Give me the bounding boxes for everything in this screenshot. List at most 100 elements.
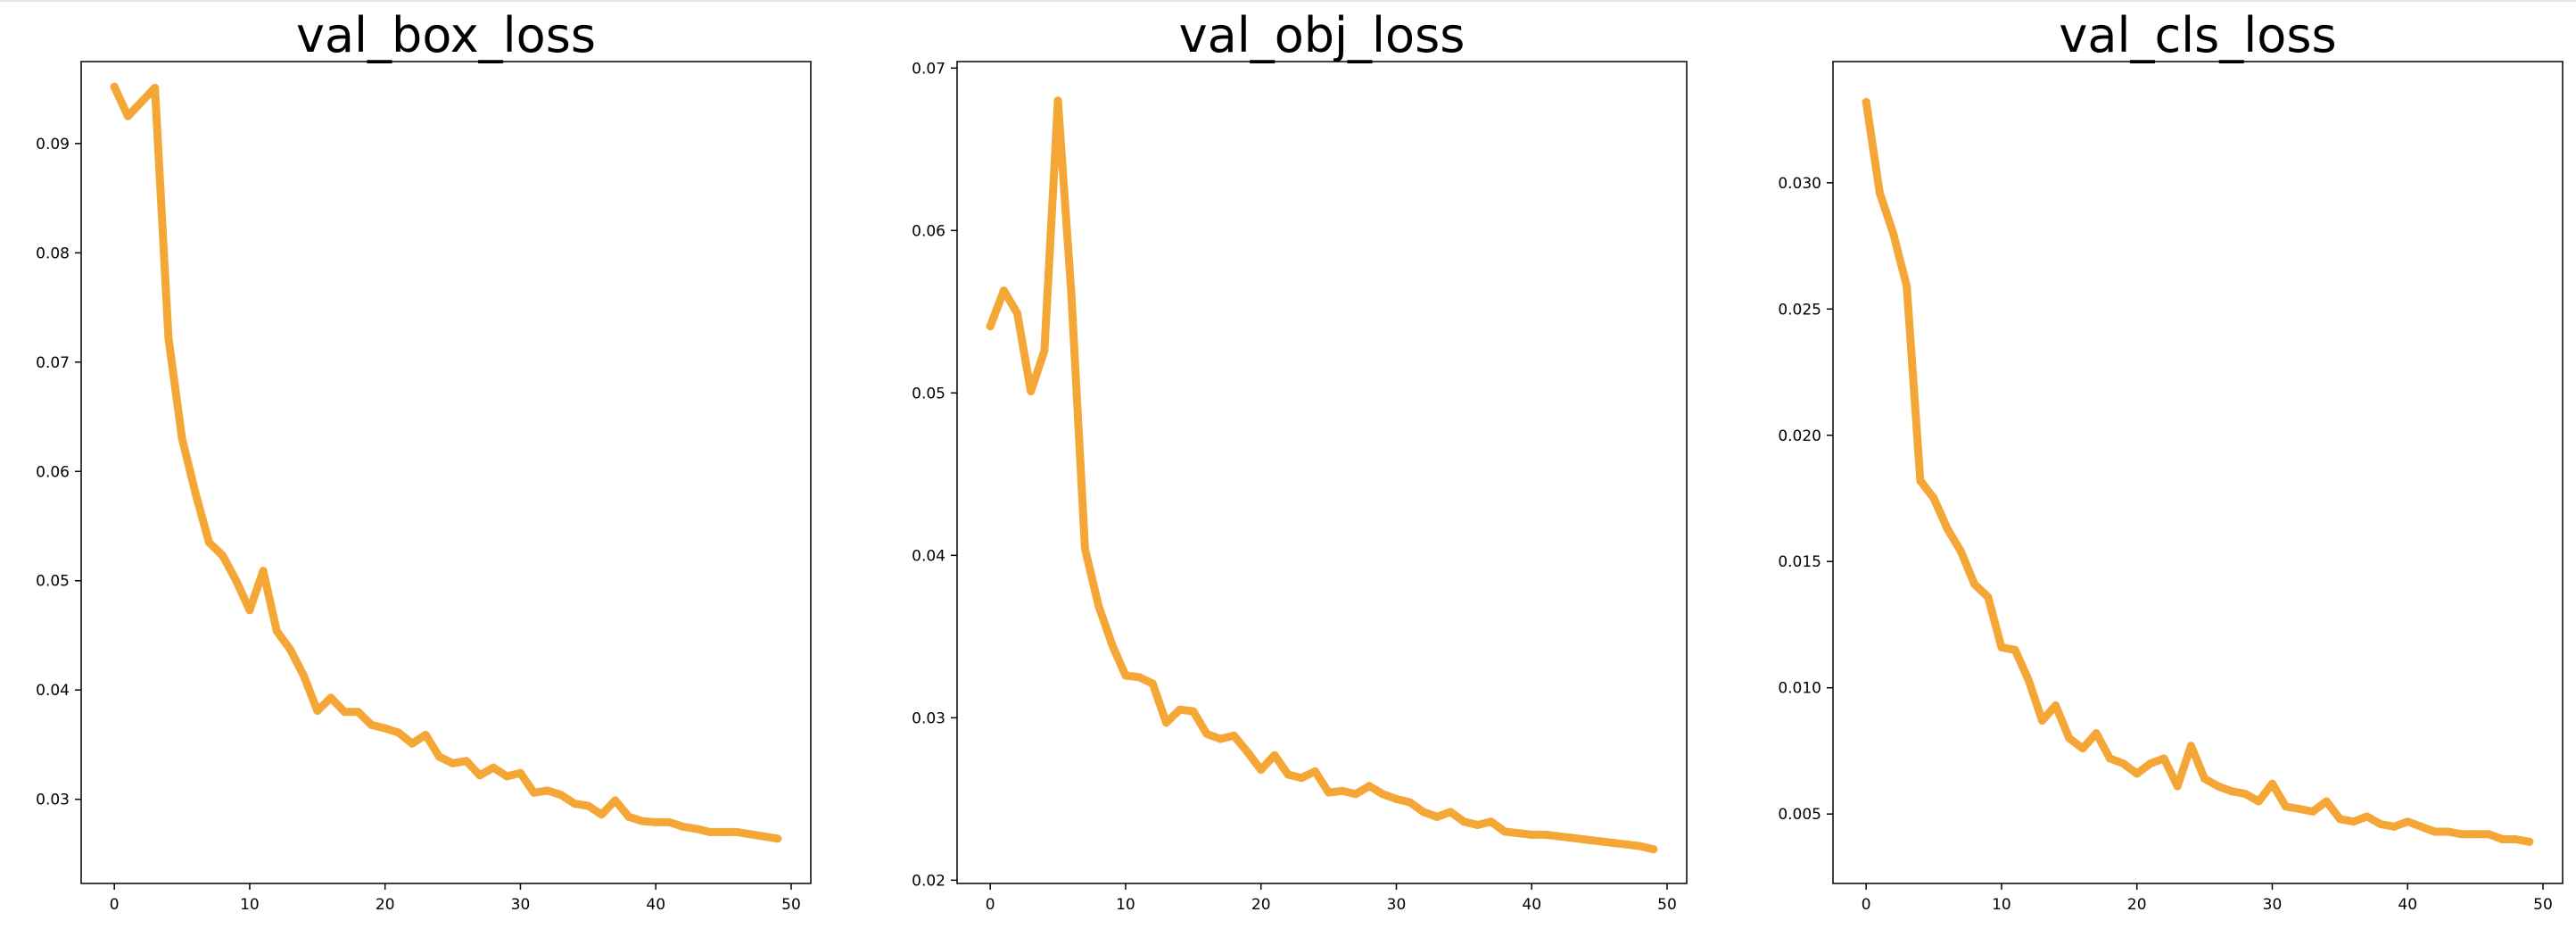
chart-panel-val-cls-loss: val_cls_loss 0 10 20 30 40 500.0050.0100.0150… [1778,7,2564,914]
data-points [1862,97,2534,846]
data-point [1121,671,1130,680]
data-point [679,822,688,831]
x-tick-label: 0 [110,896,120,914]
x-tick-label: 30 [2263,896,2283,914]
data-point [1608,839,1617,847]
x-tick-label: 0 [1862,896,1871,914]
data-point [326,693,335,702]
data-point [449,759,458,767]
data-point [2227,787,2236,796]
data-point [2512,835,2521,843]
data-point [1176,705,1185,714]
data-point [2133,769,2142,778]
data-point [1351,790,1360,799]
data-point [204,538,213,547]
data-point [1862,97,1870,106]
series-line [986,96,1658,854]
data-point [2416,822,2425,831]
data-point [2403,817,2412,826]
data-point [1595,837,1604,846]
data-point [543,786,552,795]
data-point [2444,827,2453,836]
data-point [1419,808,1428,817]
data-point [137,97,145,106]
x-tick-label: 10 [1992,896,2011,914]
data-point [2295,805,2304,813]
data-point [706,827,714,836]
chart-panel-val-obj-loss: val_obj_loss 0 10 20 30 40 50 0.02 0.03 0.04 0.05… [912,7,1688,914]
data-point [353,708,362,717]
data-point [2241,790,2250,799]
data-point [760,832,769,841]
data-point [1392,794,1400,803]
data-point [732,827,741,836]
chart-title: val_box_loss [296,7,596,63]
data-point [1406,798,1415,807]
y-tick-label: 0.05 [36,573,70,591]
data-point [394,728,403,737]
data-point [651,817,660,826]
data-point [570,800,579,808]
x-tick-label: 50 [781,896,801,914]
data-point [2363,812,2372,821]
data-point [692,825,701,833]
plot-frame [956,61,1688,884]
data-point [999,286,1008,295]
series-line [1862,97,2534,846]
y-tick-label: 0.010 [1778,680,1821,698]
y-tick-label: 0.020 [1778,427,1821,445]
y-tick-label: 0.07 [912,60,945,78]
data-point [1581,835,1590,844]
data-point [2092,729,2101,738]
data-point [2173,782,2182,791]
data-point [1257,766,1266,775]
x-tick-label: 50 [2533,896,2553,914]
data-point [1956,547,1965,556]
data-point [1243,748,1251,757]
ticks: 0 10 20 30 40 50 0.02 0.03 0.04 0.05 0.06 0.07 [912,60,1677,914]
data-point [2335,815,2344,824]
data-point [1555,832,1564,841]
data-point [2525,837,2534,846]
data-point [178,435,186,443]
data-point [408,739,417,748]
data-point [1080,544,1089,553]
data-point [123,112,132,120]
data-point [1474,821,1482,829]
data-point [1378,790,1387,799]
data-point [1148,679,1157,688]
x-tick-label: 40 [1522,896,1541,914]
data-point [1013,309,1021,318]
data-point [747,830,755,839]
y-tick-label: 0.08 [36,245,70,262]
data-point [2146,759,2155,768]
data-point [475,771,484,780]
data-point [1916,477,1925,485]
x-tick-label: 30 [1387,896,1407,914]
y-tick-label: 0.005 [1778,806,1821,824]
data-point [2186,742,2195,750]
data-point [2498,835,2506,843]
data-point [1053,96,1062,105]
data-point [638,817,647,825]
data-point [1487,817,1496,826]
data-point [1970,580,1979,589]
data-point [1067,291,1076,300]
x-tick-label: 30 [511,896,531,914]
data-point [986,322,995,331]
data-point [1284,770,1292,779]
data-point [1540,830,1549,839]
data-point [110,82,119,91]
data-point [2376,820,2385,828]
data-point [502,772,511,781]
data-point [421,730,430,739]
data-point [286,645,294,654]
y-tick-label: 0.03 [36,792,70,809]
data-point [1514,829,1523,838]
x-tick-label: 20 [2127,896,2147,914]
data-point [1446,808,1455,817]
data-point [530,788,539,797]
data-point [1903,282,1911,291]
data-point [1889,228,1897,237]
